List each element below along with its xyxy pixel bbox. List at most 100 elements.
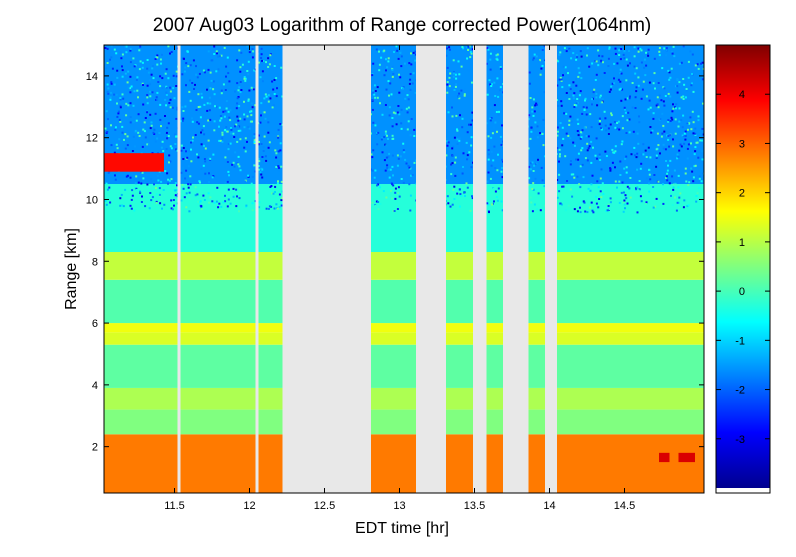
noise-speck [588, 145, 591, 148]
noise-speck [446, 195, 449, 198]
layer-band-0 [104, 434, 704, 493]
noise-speck [226, 56, 229, 59]
colorbar-tick-label: 4 [739, 89, 745, 101]
noise-speck [532, 188, 535, 191]
noise-speck [455, 83, 458, 86]
noise-speck [579, 211, 582, 214]
noise-speck [204, 147, 207, 150]
noise-speck [613, 151, 616, 154]
noise-speck [122, 205, 125, 208]
noise-speck [636, 211, 639, 214]
noise-speck [493, 104, 496, 107]
noise-speck [573, 106, 576, 108]
noise-speck [234, 90, 237, 93]
noise-speck [194, 194, 197, 197]
noise-speck [122, 97, 125, 100]
noise-speck [182, 166, 184, 169]
plot-area [104, 45, 704, 493]
noise-speck [196, 193, 199, 196]
noise-speck [261, 176, 264, 179]
noise-speck [621, 56, 624, 59]
noise-speck [278, 166, 280, 169]
noise-speck [561, 144, 564, 147]
noise-speck [530, 201, 533, 204]
noise-speck [391, 165, 394, 168]
noise-speck [697, 119, 700, 122]
noise-speck [180, 171, 183, 174]
noise-speck [399, 50, 402, 53]
noise-speck [105, 182, 108, 185]
noise-speck [497, 113, 500, 116]
layers-group [104, 45, 704, 493]
noise-speck [276, 207, 279, 210]
noise-speck [695, 141, 698, 144]
noise-speck [675, 103, 678, 106]
noise-speck [191, 120, 194, 123]
noise-speck [239, 169, 242, 172]
noise-speck [127, 70, 130, 73]
noise-speck [468, 45, 471, 48]
noise-speck [391, 197, 393, 200]
noise-speck [624, 194, 627, 197]
noise-speck [628, 118, 631, 121]
noise-speck [280, 199, 283, 202]
noise-speck [197, 106, 200, 108]
noise-speck [492, 187, 495, 190]
noise-speck [636, 186, 639, 189]
noise-speck [640, 153, 643, 156]
noise-speck [104, 47, 107, 49]
noise-speck [121, 65, 123, 68]
noise-speck [649, 178, 652, 181]
noise-speck [391, 183, 394, 186]
noise-speck [627, 95, 630, 98]
noise-speck [175, 70, 178, 73]
noise-speck [609, 169, 612, 172]
noise-speck [686, 205, 689, 208]
noise-speck [221, 131, 224, 134]
noise-speck [528, 177, 531, 180]
noise-speck [275, 95, 278, 98]
noise-speck [388, 176, 391, 179]
noise-speck [216, 186, 219, 189]
noise-speck [642, 153, 645, 156]
noise-speck [665, 54, 667, 57]
noise-speck [658, 54, 661, 57]
noise-speck [607, 205, 610, 207]
noise-speck [577, 122, 580, 125]
noise-speck [673, 169, 676, 172]
noise-speck [501, 167, 504, 169]
noise-speck [161, 53, 163, 56]
noise-speck [596, 104, 599, 107]
noise-speck [201, 129, 204, 132]
noise-speck [129, 204, 132, 207]
noise-speck [445, 140, 448, 143]
noise-speck [227, 188, 230, 191]
noise-speck [488, 211, 490, 214]
noise-speck [154, 58, 157, 60]
noise-speck [169, 106, 172, 109]
noise-speck [620, 72, 623, 75]
noise-speck [579, 137, 582, 140]
noise-speck [207, 192, 210, 195]
noise-speck [228, 80, 231, 83]
noise-speck [233, 165, 236, 168]
noise-speck [397, 57, 400, 60]
noise-speck [658, 50, 661, 53]
noise-speck [215, 50, 218, 53]
noise-speck [687, 76, 690, 79]
noise-speck [672, 145, 675, 148]
noise-speck [269, 54, 272, 57]
noise-speck [227, 143, 230, 145]
noise-speck [146, 183, 149, 186]
noise-speck [558, 173, 561, 176]
noise-speck [702, 133, 704, 136]
noise-speck [238, 210, 240, 213]
noise-speck [163, 203, 166, 206]
noise-speck [600, 128, 603, 131]
noise-speck [383, 60, 386, 63]
noise-speck [692, 180, 695, 183]
noise-speck [636, 132, 639, 135]
noise-speck [675, 209, 678, 212]
noise-speck [463, 191, 466, 194]
noise-speck [529, 137, 532, 140]
